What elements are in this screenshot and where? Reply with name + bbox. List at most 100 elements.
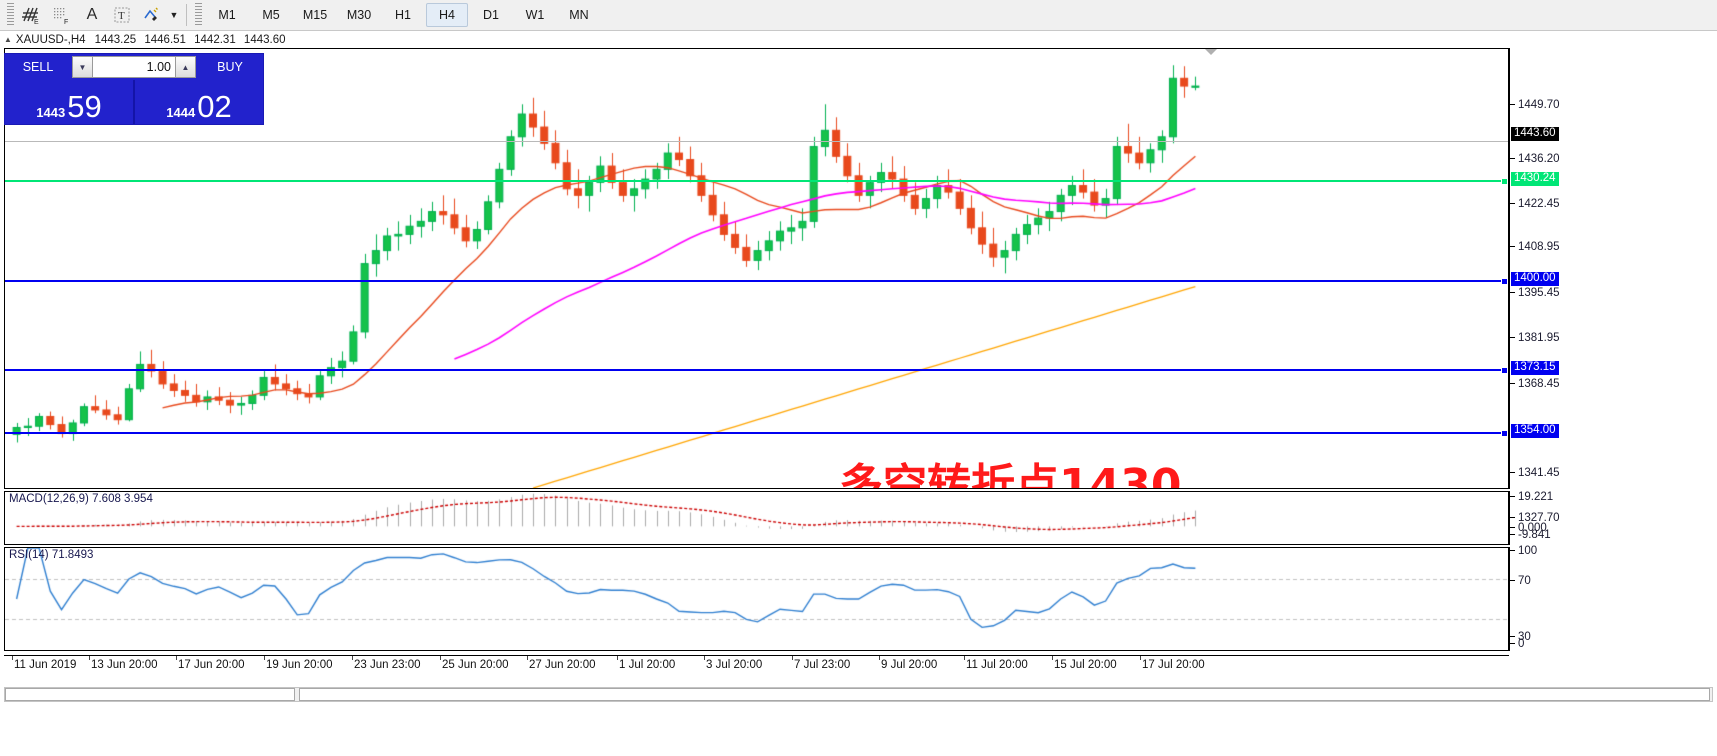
indicators-icon[interactable]: E <box>17 2 47 28</box>
periods-icon[interactable]: F <box>47 2 77 28</box>
scrollbar-thumb-main[interactable] <box>299 688 1710 701</box>
buy-price-decimals: 02 <box>197 89 232 124</box>
volume-input[interactable]: 1.00 <box>93 56 175 78</box>
trade-panel-top: SELL ▼ 1.00 ▲ BUY <box>5 54 263 80</box>
time-tick <box>12 656 13 660</box>
price-tag: 1430.24 <box>1511 172 1559 186</box>
price-tag: 1443.60 <box>1511 127 1559 141</box>
time-tick <box>792 656 793 660</box>
time-label: 25 Jun 20:00 <box>442 659 509 671</box>
rsi-canvas <box>5 548 1508 650</box>
collapse-icon[interactable]: ▲ <box>4 35 12 44</box>
svg-text:E: E <box>34 19 39 25</box>
scale-tick: 1381.95 <box>1510 332 1560 344</box>
support-line-1400-anchor[interactable] <box>1501 278 1508 285</box>
scrollbar-thumb-left[interactable] <box>5 688 295 701</box>
ohlc-open: 1443.25 <box>94 33 137 46</box>
price-scale[interactable]: 1449.70 1436.20 1422.45 1408.95 1395.45 1381.… <box>1509 48 1717 524</box>
horizontal-scrollbar[interactable] <box>4 687 1713 702</box>
scale-tick: 19.221 <box>1510 491 1553 503</box>
trade-panel-quotes: 1443 59 1444 02 <box>5 80 263 124</box>
scale-tick: 100 <box>1510 545 1537 557</box>
quote-divider <box>133 80 135 124</box>
macd-pane[interactable]: MACD(12,26,9) 7.608 3.954 <box>4 491 1509 545</box>
timeframe-grip[interactable] <box>195 3 202 27</box>
buy-price-integer: 1444 <box>166 105 196 120</box>
time-label: 11 Jun 2019 <box>14 659 77 671</box>
volume-down-icon[interactable]: ▼ <box>72 56 93 78</box>
scale-tick: 70 <box>1510 575 1531 587</box>
one-click-trading-panel[interactable]: SELL ▼ 1.00 ▲ BUY 1443 59 1444 02 <box>4 53 264 125</box>
sell-button[interactable]: SELL <box>22 60 54 74</box>
timeframe-h4[interactable]: H4 <box>426 3 468 27</box>
time-label: 13 Jun 20:00 <box>91 659 158 671</box>
support-line-1354-anchor[interactable] <box>1501 430 1508 437</box>
scale-tick: 30 <box>1510 631 1531 643</box>
sell-price-decimals: 59 <box>67 89 102 124</box>
pivot-line-1430[interactable] <box>5 180 1508 182</box>
timeframe-mn[interactable]: MN <box>569 8 589 22</box>
objects-icon[interactable] <box>137 2 167 28</box>
timeframe-m15[interactable]: M15 <box>302 8 328 22</box>
scale-tick: 0 <box>1510 638 1524 650</box>
pivot-line-1430-anchor[interactable] <box>1501 178 1508 185</box>
macd-plot[interactable]: MACD(12,26,9) 7.608 3.954 <box>5 492 1508 544</box>
time-tick <box>527 656 528 660</box>
chevron-down-icon[interactable]: ▼ <box>169 10 179 20</box>
rsi-plot[interactable]: RSI(14) 71.8493 <box>5 548 1508 650</box>
time-tick <box>964 656 965 660</box>
buy-button[interactable]: BUY <box>217 60 243 74</box>
macd-canvas <box>5 492 1508 544</box>
time-label: 17 Jul 20:00 <box>1142 659 1205 671</box>
time-label: 19 Jun 20:00 <box>266 659 333 671</box>
rsi-pane[interactable]: RSI(14) 71.8493 <box>4 547 1509 651</box>
text-tool-icon[interactable]: A <box>86 6 98 23</box>
svg-text:F: F <box>64 19 68 25</box>
symbol-name: XAUUSD-,H4 <box>15 33 86 46</box>
time-axis[interactable]: 11 Jun 2019 13 Jun 20:00 17 Jun 20:00 19 Ju… <box>4 655 1509 682</box>
time-tick <box>1052 656 1053 660</box>
support-line-1354[interactable] <box>5 432 1508 434</box>
support-line-1373[interactable] <box>5 369 1508 371</box>
time-label: 1 Jul 20:00 <box>619 659 676 671</box>
timeframe-h1[interactable]: H1 <box>395 8 411 22</box>
macd-label: MACD(12,26,9) 7.608 3.954 <box>9 493 153 505</box>
macd-scale[interactable]: 19.221 0.000 -9.841 <box>1509 491 1717 545</box>
price-pane[interactable]: 多空转折点1430 <box>4 48 1509 489</box>
time-label: 17 Jun 20:00 <box>178 659 245 671</box>
time-label: 27 Jun 20:00 <box>529 659 596 671</box>
text-label-icon[interactable]: T <box>107 2 137 28</box>
price-tag: 1400.00 <box>1511 272 1559 286</box>
toolbar-grip[interactable] <box>7 3 14 27</box>
timeframe-m1[interactable]: M1 <box>218 8 236 22</box>
sell-price[interactable]: 1443 59 <box>5 80 133 124</box>
scale-tick: 1436.20 <box>1510 153 1560 165</box>
price-tag: 1354.00 <box>1511 424 1559 438</box>
current-price-line[interactable] <box>5 141 1508 142</box>
support-line-1373-anchor[interactable] <box>1501 367 1508 374</box>
rsi-scale[interactable]: 100 70 30 0 <box>1509 545 1717 651</box>
timeframe-d1[interactable]: D1 <box>483 8 499 22</box>
timeframe-w1[interactable]: W1 <box>525 8 545 22</box>
volume-up-icon[interactable]: ▲ <box>175 56 196 78</box>
svg-text:T: T <box>118 10 125 22</box>
timeframe-m30[interactable]: M30 <box>346 8 372 22</box>
scale-tick: 1395.45 <box>1510 287 1560 299</box>
time-label: 9 Jul 20:00 <box>881 659 938 671</box>
support-line-1400[interactable] <box>5 280 1508 282</box>
time-tick <box>176 656 177 660</box>
sell-price-integer: 1443 <box>36 105 66 120</box>
timeframe-m5[interactable]: M5 <box>262 8 280 22</box>
time-tick <box>440 656 441 660</box>
scale-tick: 0.000 <box>1510 522 1547 534</box>
ohlc-high: 1446.51 <box>144 33 186 46</box>
volume-stepper[interactable]: ▼ 1.00 ▲ <box>72 56 196 78</box>
scale-tick: 1368.45 <box>1510 378 1560 390</box>
time-tick <box>704 656 705 660</box>
chart-annotation-text: 多空转折点1430 <box>839 460 1182 488</box>
ohlc-low: 1442.31 <box>194 33 236 46</box>
buy-price[interactable]: 1444 02 <box>135 80 263 124</box>
time-tick <box>1140 656 1141 660</box>
chart-area[interactable]: 多空转折点1430 MACD(12,26,9) 7.608 3.954 RSI(… <box>0 48 1717 712</box>
scale-tick: 1341.45 <box>1510 467 1560 479</box>
